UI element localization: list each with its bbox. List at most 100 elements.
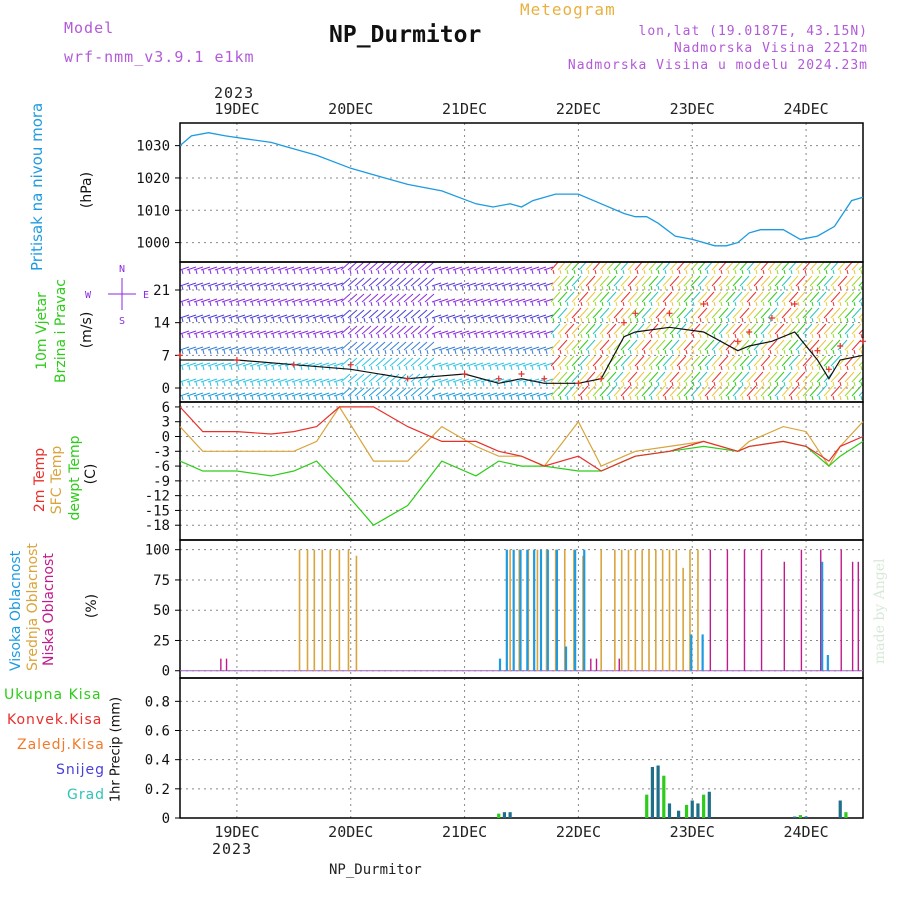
wind-barb-tick: [797, 269, 800, 275]
mid-cloud-bar: [600, 549, 602, 671]
wind-barb-tick: [608, 365, 611, 371]
legend-frozen-precip: Zaledj.Kisa: [17, 737, 105, 753]
wind-barb-tick: [860, 365, 863, 371]
wind-barb: [515, 266, 526, 271]
wind-barb: [760, 291, 771, 303]
wind-barb-tick: [573, 349, 576, 355]
wind-barb: [186, 314, 197, 319]
wind-barb: [830, 275, 841, 287]
wind-barb-tick: [181, 269, 184, 275]
wind-barb-tick: [202, 333, 205, 339]
wind-barb: [312, 392, 323, 397]
x-day-label-bottom: 23DEC: [670, 823, 715, 841]
wind-barb-tick: [853, 395, 856, 401]
wind-barb-tick: [251, 349, 254, 355]
wind-barb: [487, 392, 498, 397]
wind-barb-tick: [552, 395, 555, 401]
wind-barb-tick: [251, 395, 254, 401]
wind-barb-tick: [202, 269, 205, 275]
wind-barb-tick: [678, 349, 681, 355]
wind-barb: [718, 339, 729, 351]
wind-barb: [592, 291, 603, 303]
wind-barb-tick: [839, 349, 842, 355]
wind-barb: [319, 346, 330, 351]
wind-barb-tick: [391, 381, 394, 387]
wind-barb: [837, 291, 848, 303]
wind-barb: [445, 378, 456, 383]
wind-barb-tick: [475, 333, 478, 339]
wind-barb-tick: [265, 317, 268, 323]
wind-barb: [186, 330, 197, 335]
wind-barb: [816, 275, 827, 287]
wind-barb: [410, 262, 421, 271]
wind-barb-tick: [741, 381, 744, 387]
wind-barb: [725, 323, 736, 335]
wind-barb: [669, 262, 678, 271]
wind-barb: [648, 291, 659, 303]
wind-barb-tick: [188, 349, 191, 355]
wind-barb: [459, 346, 470, 351]
wind-barb-tick: [202, 381, 205, 387]
wind-barb: [417, 387, 428, 397]
wind-barb-tick: [398, 317, 401, 323]
wind-barb: [606, 385, 617, 397]
wind-barb: [627, 339, 638, 351]
wind-barb-tick: [195, 285, 198, 291]
wind-barb-tick: [405, 395, 408, 401]
wind-barb-tick: [377, 285, 380, 291]
wind-barb: [655, 371, 666, 383]
compass-e-label: E: [143, 290, 149, 301]
wind-barb: [704, 339, 715, 351]
wind-barb-tick: [650, 285, 653, 291]
wind-barb: [816, 323, 827, 335]
wind-barb: [690, 339, 701, 351]
wind-barb: [305, 346, 316, 351]
wind-barb: [340, 387, 351, 397]
wind-barb-tick: [727, 349, 730, 355]
wind-barb: [599, 355, 610, 367]
wind-barb: [627, 262, 636, 271]
wind-barb-tick: [419, 365, 422, 371]
wind-barb-tick: [223, 269, 226, 275]
wind-barb: [781, 339, 792, 351]
wind-barb-tick: [636, 365, 639, 371]
high-cloud-bar: [555, 549, 559, 671]
wind-barb-tick: [811, 395, 814, 401]
wind-barb-tick: [797, 317, 800, 323]
wind-barb: [326, 378, 337, 383]
wind-barb-tick: [461, 269, 464, 275]
wind-barb: [564, 307, 575, 319]
wind-barb: [389, 309, 400, 319]
wind-barb: [851, 262, 860, 271]
wind-barb-tick: [216, 317, 219, 323]
wind-barb-tick: [510, 381, 513, 387]
wind-barb-tick: [391, 301, 394, 307]
wind-barb-tick: [797, 349, 800, 355]
wind-barb: [354, 387, 365, 397]
wind-barb-tick: [377, 349, 380, 355]
wind-barb-tick: [657, 269, 660, 275]
wind-barb-tick: [279, 395, 282, 401]
wind-barb-tick: [664, 285, 667, 291]
high-cloud-bar: [539, 549, 543, 671]
wind-barb: [543, 298, 554, 303]
wind-barb-tick: [510, 365, 513, 371]
wind-barb-tick: [181, 301, 184, 307]
wind-barb-tick: [489, 269, 492, 275]
wind-barb: [711, 355, 722, 367]
wind-barb: [487, 298, 498, 303]
wind-barb-tick: [503, 285, 506, 291]
wind-barb: [382, 309, 393, 319]
wind-barb-tick: [468, 381, 471, 387]
mid-cloud-bar: [306, 549, 309, 671]
wind-barb-tick: [566, 285, 569, 291]
wind-barb-tick: [244, 381, 247, 387]
wind-barb: [207, 266, 218, 271]
wind-barb: [403, 387, 414, 397]
wind-barb: [739, 291, 750, 303]
wind-barb-tick: [608, 349, 611, 355]
wind-barb-tick: [335, 301, 338, 307]
wind-barb: [851, 323, 862, 335]
wind-barb-tick: [475, 365, 478, 371]
wind-barb-tick: [657, 349, 660, 355]
